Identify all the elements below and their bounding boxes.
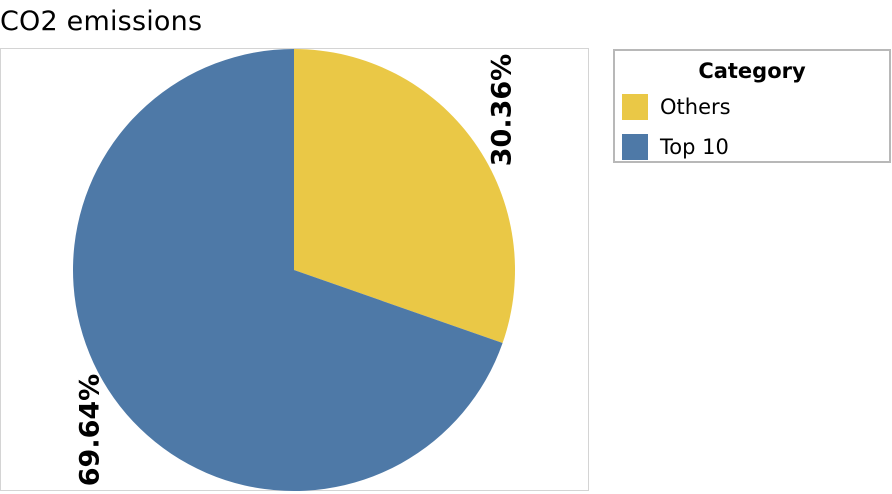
slice-label-top-10: 69.64%	[75, 374, 106, 486]
legend-label-top-10: Top 10	[660, 135, 729, 159]
legend-swatch-others	[622, 94, 648, 120]
legend-item-top-10[interactable]: Top 10	[622, 133, 729, 161]
legend-label-others: Others	[660, 95, 731, 119]
legend-title: Category	[698, 59, 806, 83]
legend-swatch-top-10	[622, 134, 648, 160]
pie-slice-top-10[interactable]	[73, 49, 503, 491]
legend-item-others[interactable]: Others	[622, 93, 731, 121]
pie-slice-others[interactable]	[294, 49, 515, 344]
slice-label-others: 30.36%	[487, 54, 518, 166]
legend: Category Others Top 10	[613, 49, 891, 163]
chart-title: CO2 emissions	[0, 6, 203, 37]
